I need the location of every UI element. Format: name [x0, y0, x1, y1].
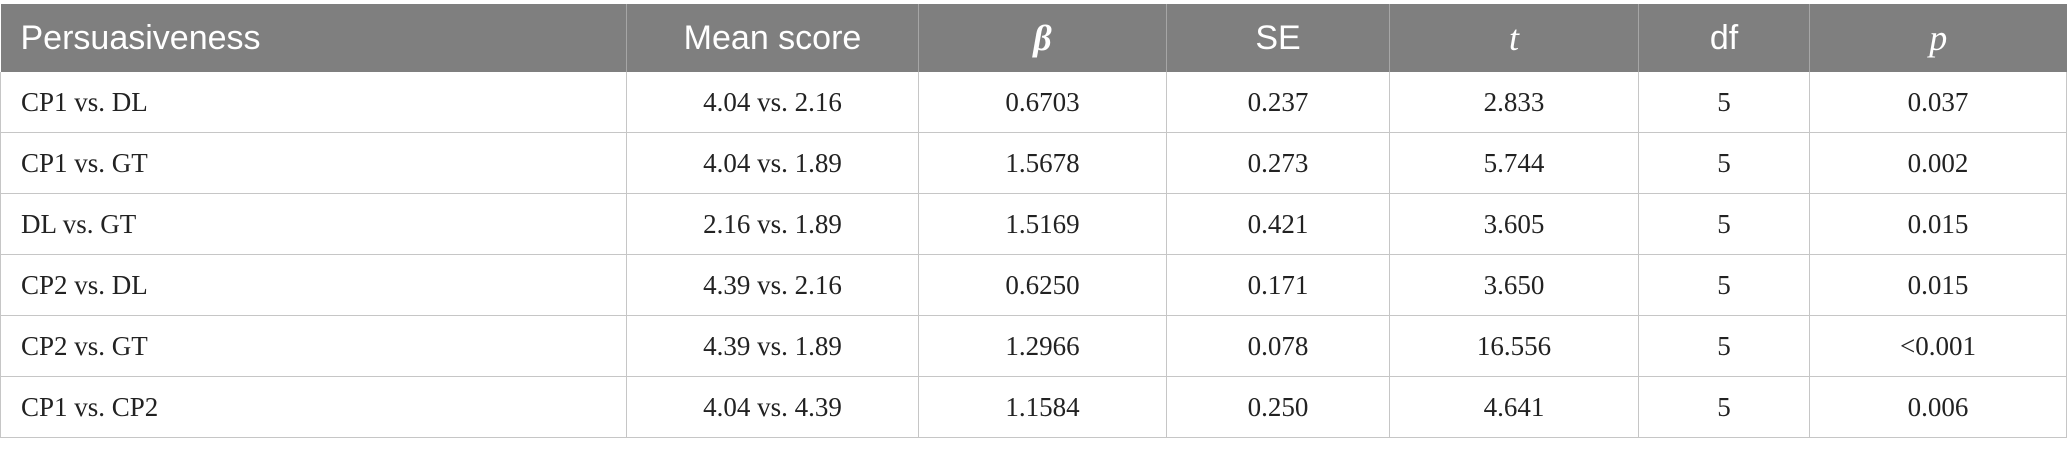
header-mean-score: Mean score — [626, 4, 919, 72]
header-t: t — [1389, 4, 1639, 72]
header-persuasiveness: Persuasiveness — [0, 4, 627, 72]
cell-t: 2.833 — [1389, 72, 1639, 133]
cell-mean-score: 4.04 vs. 2.16 — [626, 72, 919, 133]
header-p: p — [1809, 4, 2067, 72]
cell-mean-score: 4.04 vs. 1.89 — [626, 132, 919, 194]
cell-mean-score: 4.39 vs. 2.16 — [626, 254, 919, 316]
cell-df: 5 — [1638, 72, 1810, 133]
cell-t: 5.744 — [1389, 132, 1639, 194]
cell-beta: 1.1584 — [918, 376, 1167, 438]
cell-comparison: DL vs. GT — [0, 193, 627, 255]
cell-comparison: CP2 vs. GT — [0, 315, 627, 377]
cell-df: 5 — [1638, 376, 1810, 438]
cell-p: 0.015 — [1809, 254, 2067, 316]
table-header-row: Persuasiveness Mean score β SE t df p — [0, 4, 2067, 72]
cell-p: 0.002 — [1809, 132, 2067, 194]
cell-beta: 1.5678 — [918, 132, 1167, 194]
table-row: CP1 vs. CP2 4.04 vs. 4.39 1.1584 0.250 4… — [0, 376, 2067, 438]
cell-beta: 1.2966 — [918, 315, 1167, 377]
cell-comparison: CP1 vs. DL — [0, 72, 627, 133]
cell-t: 3.650 — [1389, 254, 1639, 316]
cell-comparison: CP1 vs. CP2 — [0, 376, 627, 438]
comparison-table-container: Persuasiveness Mean score β SE t df p CP… — [0, 4, 2067, 438]
cell-mean-score: 2.16 vs. 1.89 — [626, 193, 919, 255]
cell-df: 5 — [1638, 193, 1810, 255]
cell-df: 5 — [1638, 315, 1810, 377]
table-row: CP2 vs. DL 4.39 vs. 2.16 0.6250 0.171 3.… — [0, 254, 2067, 316]
persuasiveness-comparison-table: Persuasiveness Mean score β SE t df p CP… — [0, 4, 2067, 438]
cell-df: 5 — [1638, 254, 1810, 316]
table-row: CP1 vs. DL 4.04 vs. 2.16 0.6703 0.237 2.… — [0, 72, 2067, 133]
table-row: CP2 vs. GT 4.39 vs. 1.89 1.2966 0.078 16… — [0, 315, 2067, 377]
table-row: CP1 vs. GT 4.04 vs. 1.89 1.5678 0.273 5.… — [0, 132, 2067, 194]
cell-t: 16.556 — [1389, 315, 1639, 377]
cell-t: 3.605 — [1389, 193, 1639, 255]
cell-se: 0.171 — [1166, 254, 1390, 316]
cell-mean-score: 4.04 vs. 4.39 — [626, 376, 919, 438]
cell-p: 0.037 — [1809, 72, 2067, 133]
cell-beta: 0.6703 — [918, 72, 1167, 133]
cell-comparison: CP1 vs. GT — [0, 132, 627, 194]
cell-mean-score: 4.39 vs. 1.89 — [626, 315, 919, 377]
header-df: df — [1638, 4, 1810, 72]
header-beta: β — [918, 4, 1167, 72]
cell-se: 0.237 — [1166, 72, 1390, 133]
cell-df: 5 — [1638, 132, 1810, 194]
cell-se: 0.421 — [1166, 193, 1390, 255]
cell-p: 0.006 — [1809, 376, 2067, 438]
cell-beta: 0.6250 — [918, 254, 1167, 316]
cell-p: 0.015 — [1809, 193, 2067, 255]
cell-beta: 1.5169 — [918, 193, 1167, 255]
cell-se: 0.273 — [1166, 132, 1390, 194]
cell-t: 4.641 — [1389, 376, 1639, 438]
cell-p: <0.001 — [1809, 315, 2067, 377]
cell-se: 0.078 — [1166, 315, 1390, 377]
cell-se: 0.250 — [1166, 376, 1390, 438]
table-row: DL vs. GT 2.16 vs. 1.89 1.5169 0.421 3.6… — [0, 193, 2067, 255]
header-se: SE — [1166, 4, 1390, 72]
cell-comparison: CP2 vs. DL — [0, 254, 627, 316]
